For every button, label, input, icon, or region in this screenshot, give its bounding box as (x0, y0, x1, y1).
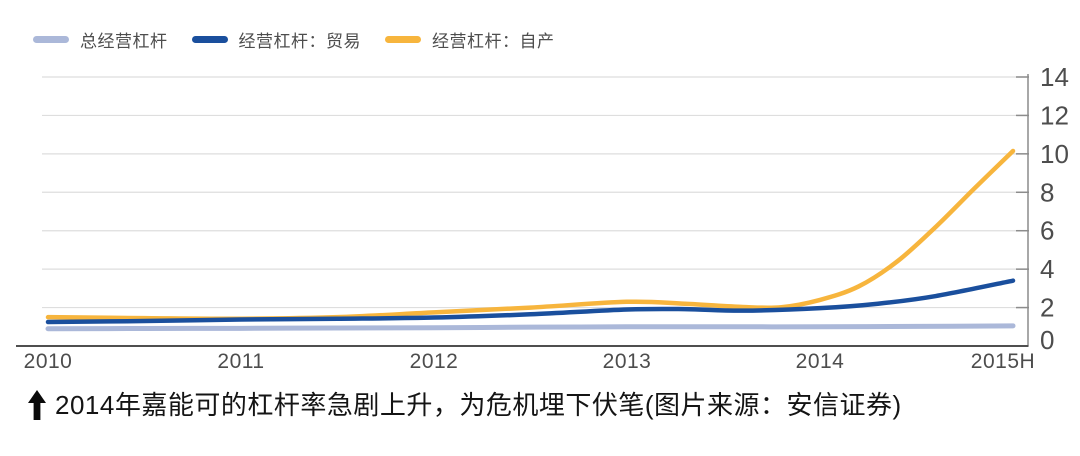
series-line-1-经营杠杆：贸易 (45, 278, 1016, 325)
x-tick-label-2015H: 2015H (971, 350, 1035, 373)
y-tick-label-12: 12 (1040, 100, 1069, 130)
caption-text: 2014年嘉能可的杠杆率急剧上升，为危机埋下伏笔(图片来源：安信证券) (55, 390, 902, 420)
legend-item-trade-leverage: 经营杠杆：贸易 (191, 27, 362, 52)
x-tick-label-2010: 2010 (24, 350, 73, 373)
y-tick-label-4: 4 (1040, 254, 1054, 284)
legend-swatch-trade-leverage (191, 36, 228, 43)
legend-item-total-leverage: 总经营杠杆 (33, 27, 168, 52)
legend-label-production-leverage: 经营杠杆：自产 (432, 32, 555, 51)
figure-caption: 2014年嘉能可的杠杆率急剧上升，为危机埋下伏笔(图片来源：安信证券) (28, 388, 902, 422)
legend-item-production-leverage: 经营杠杆：自产 (385, 27, 555, 52)
legend-label-total-leverage: 总经营杠杆 (80, 32, 168, 51)
x-tick-label-2013: 2013 (603, 350, 652, 373)
chart-legend: 总经营杠杆 经营杠杆：贸易 经营杠杆：自产 (33, 27, 555, 52)
legend-swatch-production-leverage (385, 36, 421, 43)
x-tick-label-2012: 2012 (410, 350, 459, 373)
y-tick-label-10: 10 (1040, 139, 1069, 169)
legend-swatch-total-leverage (33, 36, 69, 43)
y-tick-label-0: 0 (1040, 325, 1054, 355)
x-tick-label-2014: 2014 (796, 350, 845, 373)
y-tick-label-6: 6 (1040, 216, 1054, 246)
legend-label-trade-leverage: 经营杠杆：贸易 (238, 32, 361, 51)
y-tick-label-14: 14 (1040, 62, 1069, 92)
y-tick-label-8: 8 (1040, 177, 1054, 207)
series-line-2-经营杠杆：自产 (45, 148, 1016, 321)
y-tick-label-2: 2 (1040, 293, 1054, 323)
x-tick-label-2011: 2011 (217, 350, 264, 373)
up-arrow-icon (28, 390, 46, 420)
series-line-0-总经营杠杆 (45, 323, 1016, 332)
